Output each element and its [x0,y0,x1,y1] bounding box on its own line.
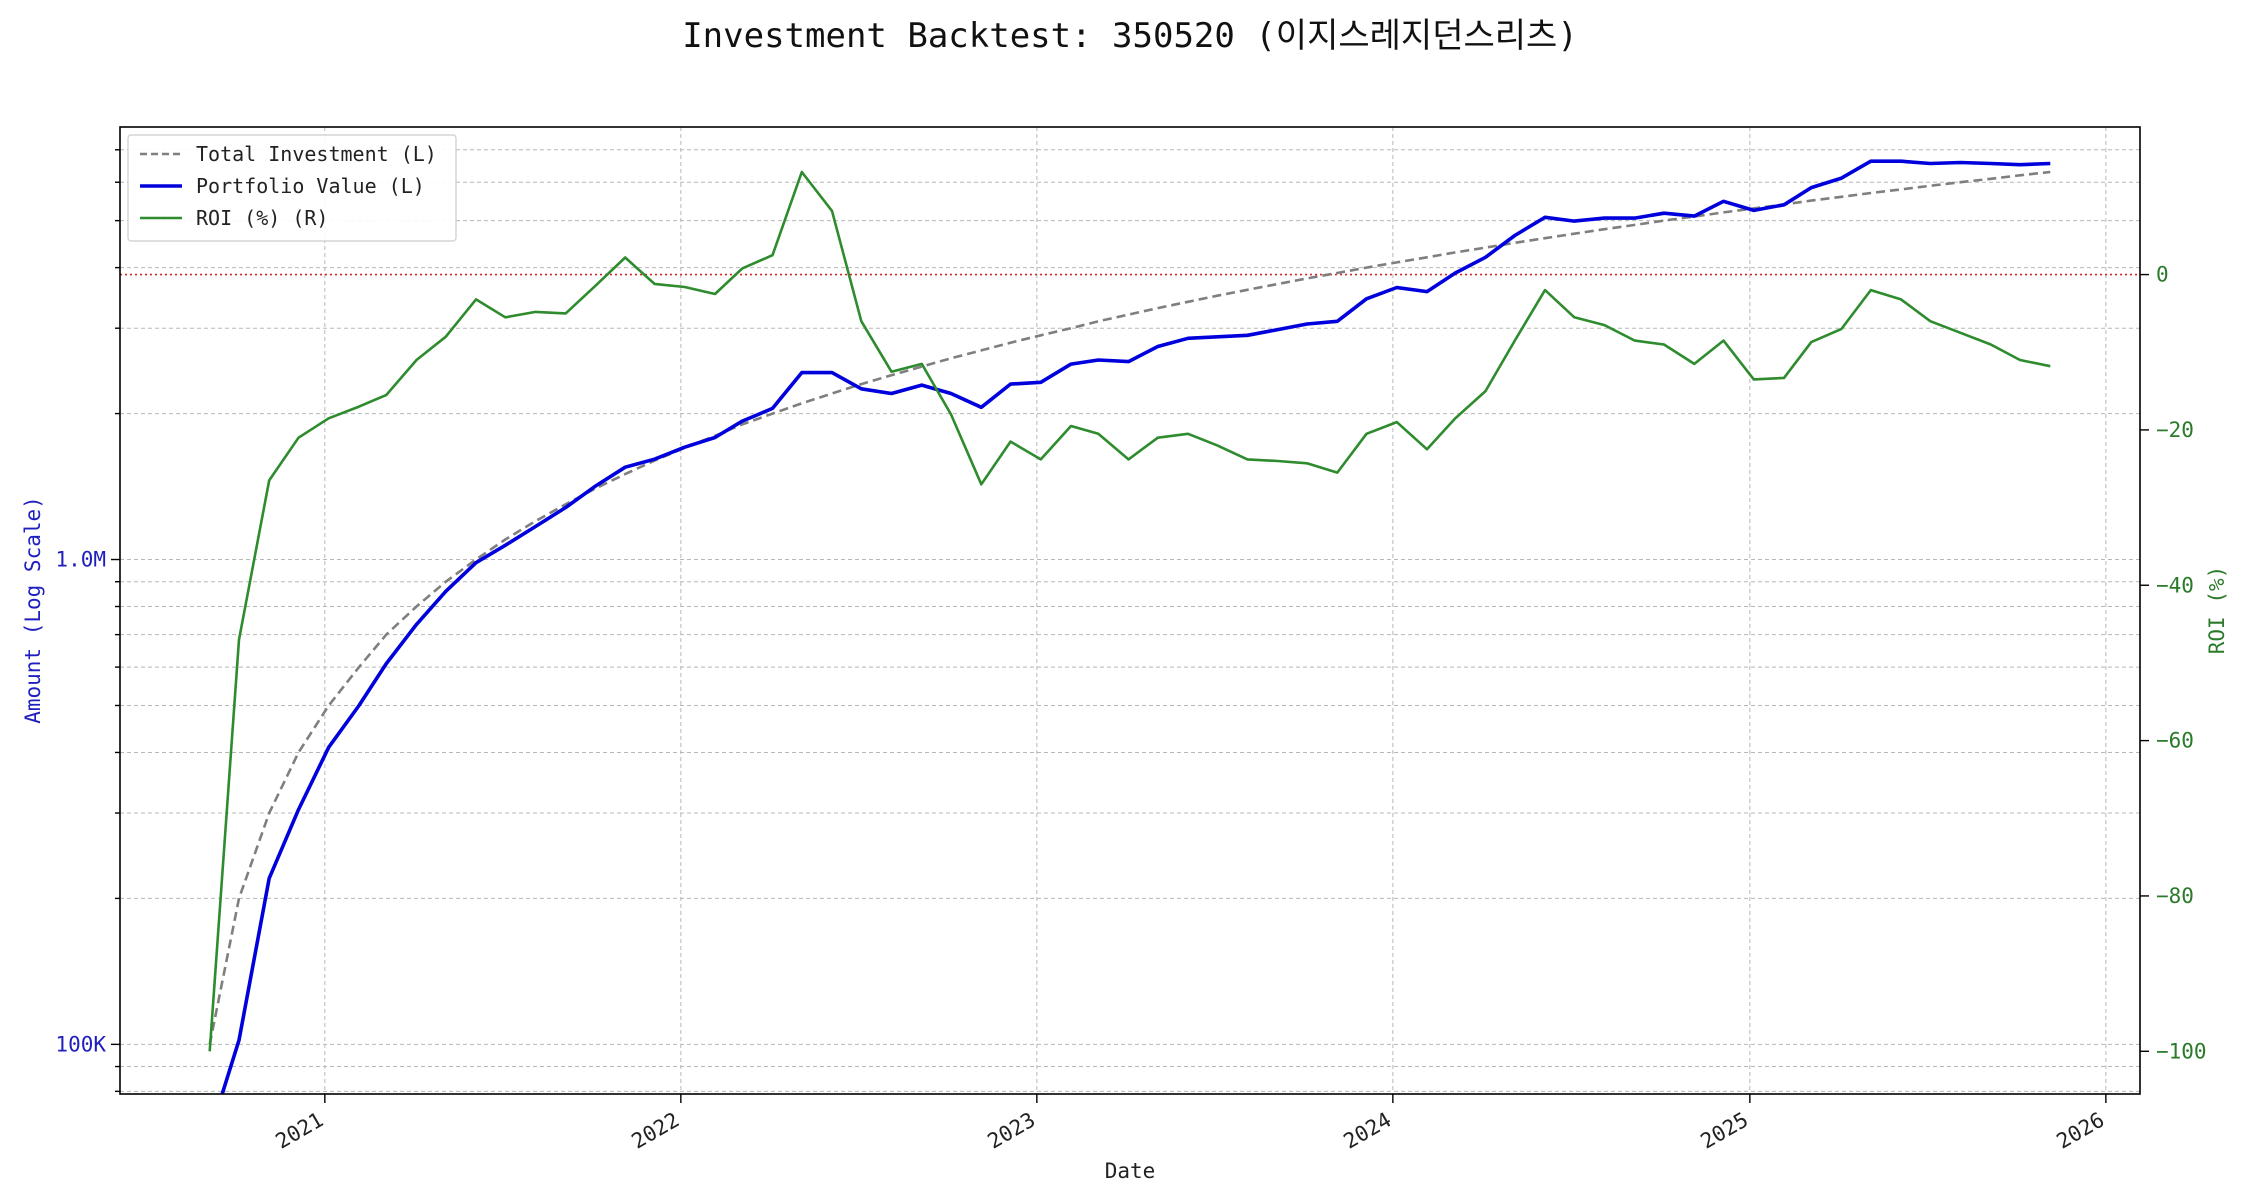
y-right-tick-label: −60 [2156,729,2194,753]
grid [120,127,2140,1094]
legend-label-portfolio-value: Portfolio Value (L) [196,174,425,198]
y-right-tick-label: −80 [2156,884,2194,908]
y-right-tick-label: −20 [2156,418,2194,442]
y-right-tick-label: −40 [2156,573,2194,597]
y-left-tick-label: 1.0M [55,548,106,572]
y-right-tick-label: 0 [2156,263,2169,287]
y-right-tick-label: −100 [2156,1039,2207,1063]
series-line-total-investment [208,170,2051,1045]
legend: Total Investment (L) Portfolio Value (L)… [127,134,457,242]
legend-box [127,134,457,242]
y-axis-left-label: Amount (Log Scale) [21,496,45,724]
legend-label-total-investment: Total Investment (L) [196,142,437,166]
chart-title: Investment Backtest: 350520 (이지스레지던스리츠) [682,16,1578,56]
series-line-portfolio-value [220,159,2051,1094]
series-line-roi [208,170,2051,1052]
x-axis-label: Date [1105,1159,1156,1183]
plot-frame [119,126,2141,1095]
y-left-tick-label: 100K [55,1032,106,1056]
legend-label-roi: ROI (%) (R) [196,206,328,230]
series-layer [208,159,2051,1094]
y-axis-right-label: ROI (%) [2205,566,2229,655]
